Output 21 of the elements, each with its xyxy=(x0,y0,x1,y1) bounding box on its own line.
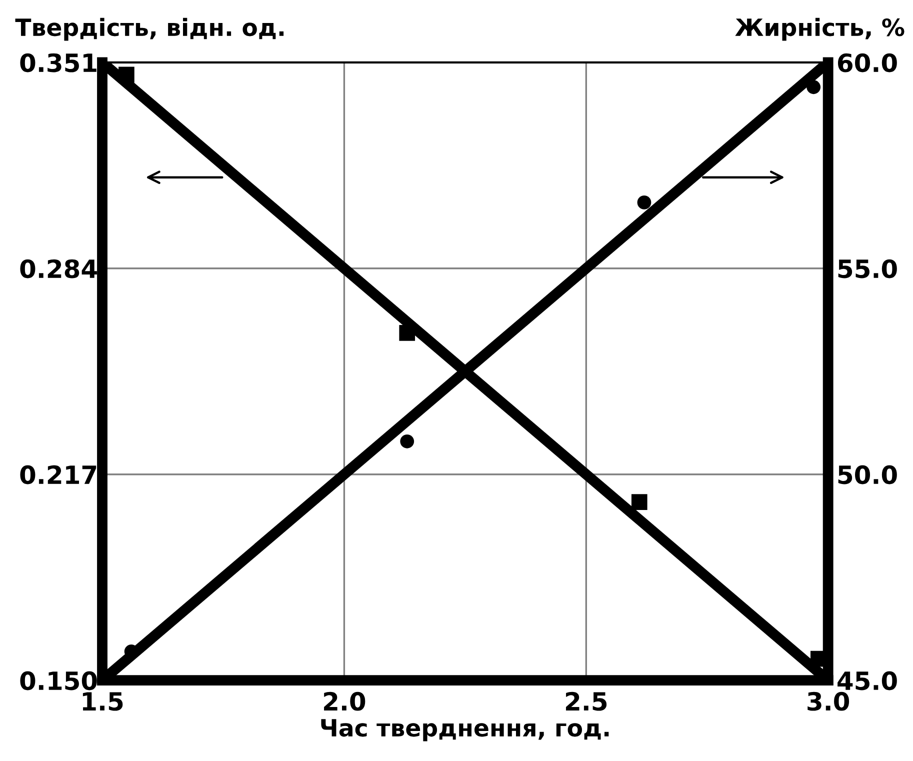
x-tick-label: 1.5 xyxy=(82,692,123,711)
y2-axis-title: Жирність, % xyxy=(735,18,904,41)
y2-tick-label: 50.0 xyxy=(838,465,897,484)
x-tick-label: 3.0 xyxy=(808,692,850,711)
y-tick-label: 0.217 xyxy=(20,465,96,484)
x-tick-label: 2.5 xyxy=(566,692,607,711)
y-axis-title: Твердість, відн. од. xyxy=(15,18,284,41)
y-tick-label: 0.284 xyxy=(20,259,97,278)
point xyxy=(400,434,414,448)
point xyxy=(637,196,652,210)
y-tick-label: 0.351 xyxy=(20,53,96,72)
point xyxy=(806,80,821,94)
y-tick-label: 0.150 xyxy=(20,671,97,690)
x-tick-label: 2.0 xyxy=(324,692,366,711)
point xyxy=(118,66,134,83)
point xyxy=(399,325,416,341)
x-axis-title: Час тверднення, год. xyxy=(321,719,609,742)
point xyxy=(631,494,648,510)
y2-tick-label: 45.0 xyxy=(838,671,897,690)
y2-tick-label: 55.0 xyxy=(838,259,897,278)
y2-tick-label: 60.0 xyxy=(838,53,897,72)
